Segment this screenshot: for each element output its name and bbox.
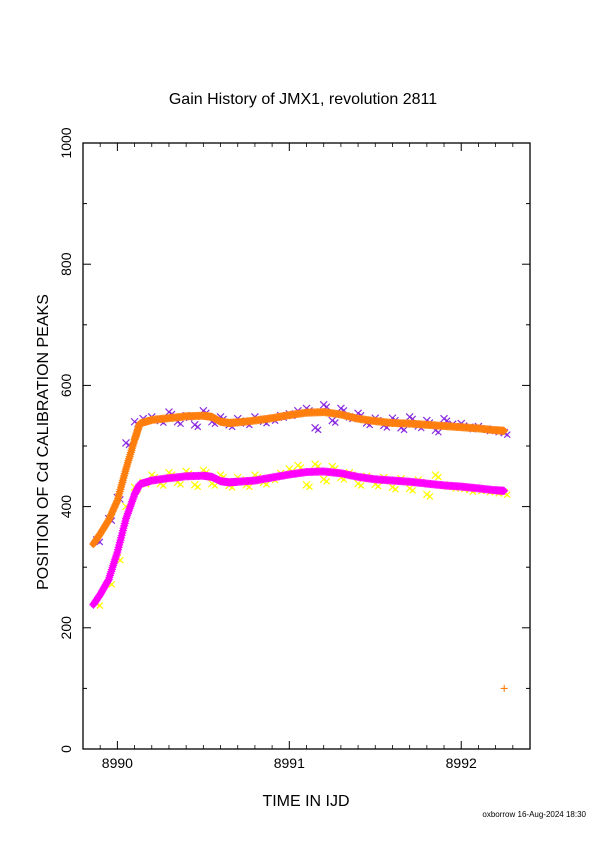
fit-point bbox=[127, 446, 136, 455]
y-tick-label: 800 bbox=[58, 252, 74, 276]
data-point bbox=[435, 428, 442, 436]
fit-point bbox=[128, 495, 137, 504]
x-tick-label: 8991 bbox=[274, 755, 305, 771]
fit-point bbox=[122, 462, 131, 471]
fit-point bbox=[123, 460, 132, 469]
fit-point bbox=[122, 512, 131, 521]
chart-title: Gain History of JMX1, revolution 2811 bbox=[169, 91, 437, 108]
y-tick-label: 200 bbox=[58, 616, 74, 640]
data-point bbox=[435, 473, 442, 481]
footer-credit: oxborrow 16-Aug-2024 18:30 bbox=[482, 810, 586, 819]
plot-frame bbox=[82, 142, 531, 750]
y-tick-label: 1000 bbox=[58, 127, 74, 158]
fit-point bbox=[123, 511, 132, 520]
data-point bbox=[306, 483, 313, 491]
y-tick-label: 0 bbox=[58, 745, 74, 753]
fit-point bbox=[121, 514, 130, 523]
series-2 bbox=[89, 408, 509, 549]
x-tick-label: 8990 bbox=[102, 755, 133, 771]
fit-point bbox=[106, 569, 115, 578]
fit-point bbox=[110, 555, 119, 564]
fit-point bbox=[500, 426, 509, 435]
data-point bbox=[392, 485, 399, 493]
fit-point bbox=[109, 561, 118, 570]
fit-point bbox=[109, 559, 118, 568]
fit-point bbox=[500, 486, 509, 495]
fit-point bbox=[124, 456, 133, 465]
fit-point bbox=[126, 450, 135, 459]
fit-point bbox=[129, 493, 138, 502]
fit-point bbox=[111, 553, 120, 562]
data-point bbox=[159, 482, 167, 489]
x-tick-label: 8992 bbox=[446, 755, 477, 771]
fit-line bbox=[90, 468, 508, 608]
fit-point bbox=[129, 438, 138, 447]
fit-point bbox=[128, 444, 137, 453]
fit-point bbox=[121, 465, 130, 474]
fit-point bbox=[104, 575, 113, 584]
fit-point bbox=[103, 517, 112, 526]
fit-point bbox=[106, 571, 115, 580]
fit-point bbox=[112, 549, 121, 558]
y-tick-label: 400 bbox=[58, 495, 74, 519]
data-point bbox=[409, 486, 417, 494]
fit-point bbox=[107, 567, 116, 576]
fit-point bbox=[124, 507, 133, 516]
series-3 bbox=[89, 467, 509, 609]
series-4 bbox=[500, 684, 508, 692]
data-point bbox=[323, 477, 331, 485]
fit-point bbox=[112, 551, 121, 560]
data-point bbox=[194, 423, 202, 431]
fit-point bbox=[126, 448, 135, 457]
x-axis-label: TIME IN IJD bbox=[262, 793, 349, 810]
fit-point bbox=[105, 573, 114, 582]
data-marks bbox=[89, 400, 511, 692]
data-point bbox=[400, 426, 408, 434]
data-point bbox=[177, 420, 184, 428]
y-axis-label: POSITION OF Cd CALIBRATION PEAKS bbox=[35, 294, 52, 590]
fit-point bbox=[129, 440, 138, 449]
fit-point bbox=[123, 509, 132, 518]
data-point bbox=[314, 426, 322, 434]
fit-point bbox=[125, 504, 134, 513]
fit-point bbox=[128, 442, 137, 451]
fit-point bbox=[126, 500, 135, 509]
data-point bbox=[374, 482, 382, 490]
fit-point bbox=[107, 565, 116, 574]
data-point bbox=[500, 684, 508, 692]
data-point bbox=[331, 419, 339, 426]
fit-point bbox=[125, 506, 134, 515]
y-tick-label: 600 bbox=[58, 374, 74, 398]
data-point bbox=[177, 480, 184, 488]
fit-point bbox=[108, 563, 117, 572]
axes-ticks bbox=[83, 142, 530, 750]
fit-point bbox=[123, 458, 132, 467]
fit-point bbox=[127, 499, 136, 508]
fit-point bbox=[110, 557, 119, 566]
data-point bbox=[426, 493, 434, 500]
data-point bbox=[194, 483, 202, 491]
fit-point bbox=[112, 497, 121, 506]
fit-point bbox=[125, 452, 134, 461]
data-point bbox=[357, 482, 365, 489]
fit-point bbox=[126, 502, 135, 511]
fit-point bbox=[125, 454, 134, 463]
fit-point bbox=[128, 497, 137, 506]
